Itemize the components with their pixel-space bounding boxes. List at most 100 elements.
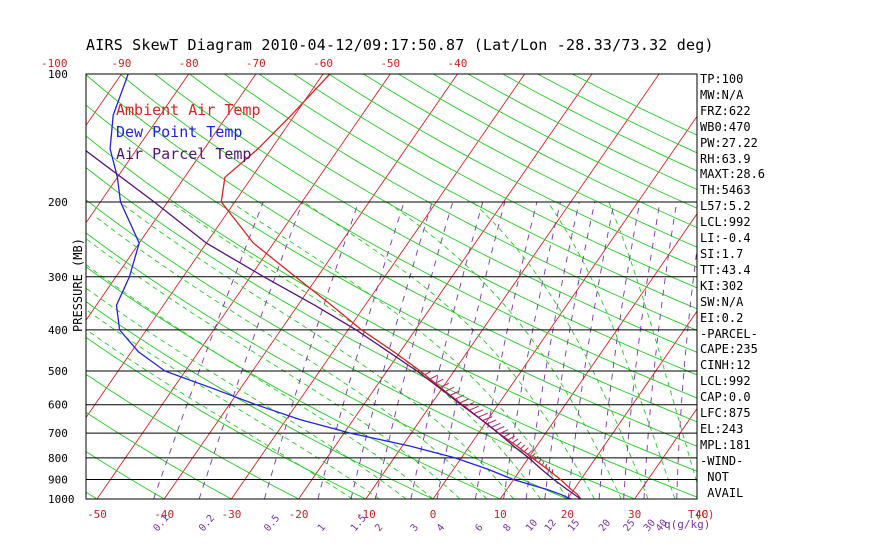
mixing-ratio-line bbox=[436, 201, 506, 499]
moist-adiabat-line bbox=[93, 214, 488, 499]
dry-adiabat-line bbox=[363, 74, 697, 248]
cape-hatch-line bbox=[503, 432, 512, 438]
cape-hatch-line bbox=[459, 398, 469, 404]
moist-adiabat-line bbox=[86, 264, 434, 499]
series-line-2 bbox=[86, 150, 582, 499]
moist-adiabat-line bbox=[86, 287, 407, 499]
moist-adiabat-line bbox=[86, 308, 380, 499]
cape-hatch-line bbox=[516, 441, 522, 447]
cape-hatch-line bbox=[538, 458, 542, 464]
mixing-ratio-label: 12 bbox=[543, 518, 559, 534]
dry-adiabat-line bbox=[86, 373, 299, 499]
cape-hatch-line bbox=[541, 461, 545, 466]
isotherm-line bbox=[86, 74, 190, 224]
dry-adiabat-line bbox=[86, 411, 232, 499]
moist-adiabat-line bbox=[386, 201, 622, 499]
moist-adiabat-line bbox=[119, 201, 514, 499]
stat-item: LCL:992 bbox=[700, 215, 751, 230]
series-line-1 bbox=[109, 74, 572, 499]
stat-item: EL:243 bbox=[700, 421, 744, 436]
cape-hatch-line bbox=[445, 386, 455, 392]
cape-hatch-line bbox=[455, 394, 465, 400]
dry-adiabat-line bbox=[86, 166, 697, 498]
mixing-ratio-line bbox=[643, 201, 678, 499]
bottom-temp-tick-label: -50 bbox=[87, 508, 107, 521]
cape-hatch-line bbox=[440, 382, 450, 388]
isotherm-line bbox=[634, 407, 697, 499]
stat-item: LI:-0.4 bbox=[700, 231, 751, 246]
mixing-ratio-line bbox=[525, 201, 580, 499]
stat-item: KI:302 bbox=[700, 278, 744, 293]
mixing-ratio-line bbox=[567, 201, 615, 499]
pressure-tick-label: 400 bbox=[48, 324, 68, 337]
mixing-ratio-label: 0.5 bbox=[262, 513, 282, 534]
isotherm-line bbox=[86, 74, 324, 419]
series-line-0 bbox=[220, 74, 582, 499]
stat-item: TP:100 bbox=[700, 72, 744, 86]
pressure-tick-label: 300 bbox=[48, 271, 68, 284]
cape-hatch-line bbox=[469, 405, 479, 411]
plot-frame bbox=[85, 73, 698, 500]
pressure-tick-label: 100 bbox=[48, 68, 68, 81]
dry-adiabat-line bbox=[86, 451, 165, 499]
top-temp-tick-label: -90 bbox=[112, 57, 132, 70]
cape-hatch-line bbox=[486, 419, 497, 425]
isotherm-line bbox=[567, 310, 697, 499]
dry-adiabat-line bbox=[119, 74, 697, 399]
moist-adiabat-line bbox=[86, 329, 353, 499]
pressure-tick-label: 800 bbox=[48, 452, 68, 465]
moist-adiabat-line bbox=[608, 201, 697, 485]
pressure-tick-label: 700 bbox=[48, 427, 68, 440]
dry-adiabat-line bbox=[502, 74, 697, 172]
dry-adiabat-line bbox=[154, 74, 697, 376]
stat-item: -PARCEL- bbox=[700, 326, 758, 341]
mixing-ratio-label: 3 bbox=[409, 522, 421, 534]
mixing-ratio-label: 10 bbox=[524, 518, 540, 534]
dry-adiabat-line bbox=[189, 74, 697, 353]
stat-item: LCL:992 bbox=[700, 374, 751, 389]
bottom-temp-tick-label: -10 bbox=[356, 508, 376, 521]
top-temp-tick-label: -60 bbox=[313, 57, 333, 70]
isotherm-line bbox=[769, 74, 870, 499]
cape-hatch-line bbox=[507, 435, 516, 441]
top-temp-tick-label: -100 bbox=[41, 57, 68, 70]
chart-title: AIRS SkewT Diagram 2010-04-12/09:17:50.8… bbox=[86, 36, 714, 54]
legend-ambient: Ambient Air Temp bbox=[116, 101, 261, 119]
cape-hatch-line bbox=[464, 402, 475, 408]
dry-adiabat-line bbox=[398, 74, 697, 229]
bottom-temp-tick-label: 10 bbox=[494, 508, 507, 521]
stat-item: L57:5.2 bbox=[700, 199, 751, 214]
isotherm-line bbox=[836, 74, 870, 499]
bottom-temp-tick-label: -40 bbox=[154, 508, 174, 521]
bottom-temp-tick-label: 0 bbox=[430, 508, 437, 521]
pressure-tick-label: 500 bbox=[48, 365, 68, 378]
mixing-ratio-line bbox=[676, 246, 697, 499]
dry-adiabat-line bbox=[224, 74, 697, 331]
isotherm-line bbox=[86, 74, 257, 321]
mixing-ratio-label: 4 bbox=[435, 522, 447, 534]
moist-adiabat-line bbox=[169, 201, 541, 499]
stat-item: -WIND- bbox=[700, 453, 744, 468]
mixing-ratio-label: 8 bbox=[502, 522, 514, 534]
stat-item: TT:43.4 bbox=[700, 262, 751, 277]
mixing-ratio-line bbox=[153, 201, 264, 499]
stat-item: CINH:12 bbox=[700, 358, 751, 373]
mixing-ratio-line bbox=[598, 201, 641, 499]
dry-adiabat-line bbox=[86, 199, 635, 499]
isotherm-line bbox=[432, 115, 697, 499]
top-temp-tick-label: -80 bbox=[179, 57, 199, 70]
stat-item: TH:5463 bbox=[700, 183, 751, 198]
cape-hatch bbox=[424, 370, 554, 474]
stat-item: RH:63.9 bbox=[700, 151, 751, 166]
dry-adiabat-line bbox=[86, 135, 697, 472]
top-temp-tick-label: -70 bbox=[246, 57, 266, 70]
cape-hatch-line bbox=[512, 438, 519, 444]
pressure-tick-label: 200 bbox=[48, 196, 68, 209]
stat-item: AVAIL bbox=[700, 485, 744, 500]
temp-unit-label: T(C) bbox=[688, 508, 715, 521]
mixing-ratio-line bbox=[474, 201, 538, 499]
cape-hatch-line bbox=[494, 426, 505, 431]
dry-adiabat-line bbox=[86, 266, 501, 499]
dry-adiabat-line bbox=[293, 74, 697, 289]
